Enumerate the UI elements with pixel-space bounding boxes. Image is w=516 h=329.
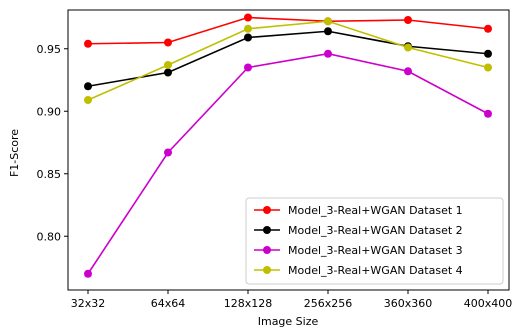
x-axis-label: Image Size xyxy=(258,315,319,328)
x-tick-label: 256x256 xyxy=(304,297,353,310)
series-line xyxy=(87,52,489,275)
x-tick-label: 360x360 xyxy=(384,297,433,310)
data-point xyxy=(164,38,172,47)
y-tick-label: 0.85 xyxy=(37,168,62,181)
legend-marker xyxy=(263,246,271,254)
legend-marker xyxy=(263,206,271,214)
x-tick-label: 32x32 xyxy=(71,297,106,310)
data-point xyxy=(244,13,252,22)
series-line xyxy=(87,16,489,45)
data-point xyxy=(324,27,332,36)
data-point xyxy=(404,43,412,52)
legend-item: Model_3-Real+WGAN Dataset 3 xyxy=(254,244,463,257)
data-point xyxy=(324,17,332,26)
legend: Model_3-Real+WGAN Dataset 1 Model_3-Real+… xyxy=(245,197,504,285)
data-point xyxy=(84,82,92,91)
series-3 xyxy=(84,49,492,278)
legend-label: Model_3-Real+WGAN Dataset 2 xyxy=(288,224,463,237)
series-1 xyxy=(84,13,492,48)
data-point xyxy=(84,39,92,48)
data-point xyxy=(164,61,172,69)
y-tick-label: 0.95 xyxy=(37,43,62,56)
data-point xyxy=(484,49,492,58)
y-axis: 0.80 0.85 0.90 0.95 xyxy=(37,43,68,243)
legend-marker xyxy=(263,266,271,274)
data-point xyxy=(244,33,252,42)
x-tick-label: 128x128 xyxy=(224,297,273,310)
data-point xyxy=(244,24,252,33)
x-tick-label: 64x64 xyxy=(151,297,186,310)
series-line xyxy=(87,30,489,88)
series-layer xyxy=(84,13,492,278)
data-point xyxy=(84,269,92,278)
y-axis-label: F1-Score xyxy=(8,129,21,177)
x-axis: 32x32 64x64 128x128 256x256 360x360 400x400 xyxy=(71,290,513,310)
plot-area xyxy=(67,9,510,291)
legend-item: Model_3-Real+WGAN Dataset 1 xyxy=(254,204,463,217)
data-point xyxy=(484,63,492,72)
series-line xyxy=(87,20,489,101)
plot-frame xyxy=(67,9,510,291)
legend-label: Model_3-Real+WGAN Dataset 4 xyxy=(288,264,463,277)
data-point xyxy=(244,63,252,72)
data-point xyxy=(164,68,172,77)
series-2 xyxy=(84,27,492,91)
legend-label: Model_3-Real+WGAN Dataset 1 xyxy=(288,204,463,217)
legend-box xyxy=(245,197,504,285)
y-tick-label: 0.90 xyxy=(37,105,62,118)
data-point xyxy=(84,96,92,104)
data-point xyxy=(164,148,172,157)
legend-label: Model_3-Real+WGAN Dataset 3 xyxy=(288,244,463,257)
data-point xyxy=(484,109,492,118)
data-point xyxy=(484,24,492,33)
y-tick-label: 0.80 xyxy=(37,230,62,243)
series-4 xyxy=(84,17,492,104)
legend-item: Model_3-Real+WGAN Dataset 2 xyxy=(254,224,463,237)
data-point xyxy=(324,49,332,58)
legend-marker xyxy=(263,226,271,234)
legend-item: Model_3-Real+WGAN Dataset 4 xyxy=(254,264,463,277)
data-point xyxy=(404,67,412,76)
x-tick-label: 400x400 xyxy=(464,297,513,310)
data-point xyxy=(404,16,412,24)
